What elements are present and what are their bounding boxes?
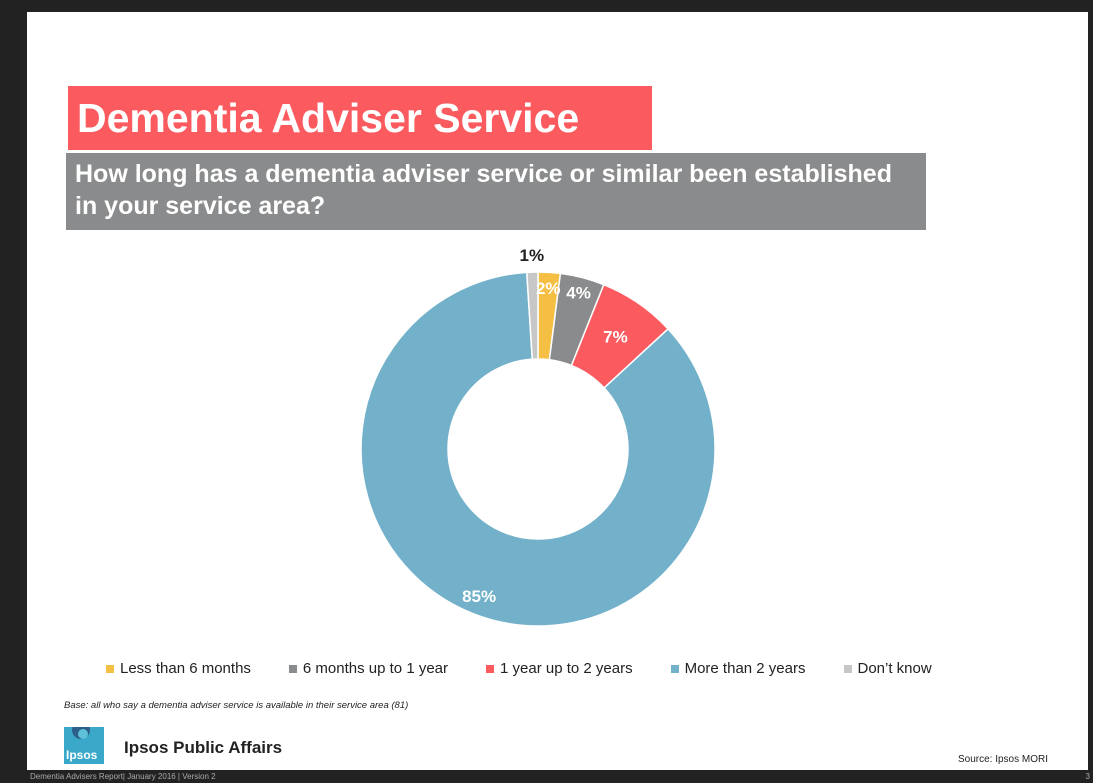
logo-text: Ipsos (66, 748, 98, 762)
frame-left (0, 0, 27, 783)
legend-label: 1 year up to 2 years (500, 660, 633, 677)
frame-bottom (0, 770, 1093, 783)
frame-right (1088, 0, 1093, 783)
page-number: 3 (1085, 772, 1090, 781)
frame-top (0, 0, 1093, 12)
legend-item-less-than-6-months: Less than 6 months (106, 660, 251, 677)
slide-subtitle: How long has a dementia adviser service … (66, 153, 926, 230)
base-note: Base: all who say a dementia adviser ser… (64, 700, 409, 711)
legend-label: Don’t know (857, 660, 932, 677)
legend-item-don-t-know: Don’t know (843, 660, 932, 677)
source-note: Source: Ipsos MORI (957, 754, 1048, 765)
legend-swatch (843, 664, 852, 673)
slice-label-1-year-up-to-2-years: 7% (603, 328, 628, 347)
footer-text: Dementia Advisers Report| January 2016 |… (30, 772, 216, 781)
legend-label: More than 2 years (684, 660, 806, 677)
legend-swatch (486, 664, 495, 673)
slice-label-don-t-know: 1% (520, 246, 545, 265)
slice-don-t-know (525, 271, 539, 360)
legend-label: 6 months up to 1 year (302, 660, 449, 677)
slice-label-more-than-2-years: 85% (462, 587, 496, 606)
legend-label: Less than 6 months (120, 660, 251, 677)
org-name: Ipsos Public Affairs (124, 738, 283, 757)
slice-label-less-than-6-months: 2% (536, 279, 561, 298)
chart-legend: Less than 6 months 6 months up to 1 year 1… (106, 660, 970, 677)
legend-item-6-months-up-to-1-year: 6 months up to 1 year (288, 660, 449, 677)
slide-title: Dementia Adviser Service (68, 86, 652, 150)
slice-more-than-2-years (360, 271, 716, 627)
legend-swatch (288, 664, 297, 673)
ipsos-logo: Ipsos (64, 727, 104, 764)
slice-label-6-months-up-to-1-year: 4% (566, 284, 591, 303)
legend-swatch (670, 664, 679, 673)
legend-item-1-year-up-to-2-years: 1 year up to 2 years (486, 660, 633, 677)
legend-swatch (106, 664, 114, 673)
legend-item-more-than-2-years: More than 2 years (670, 660, 806, 677)
